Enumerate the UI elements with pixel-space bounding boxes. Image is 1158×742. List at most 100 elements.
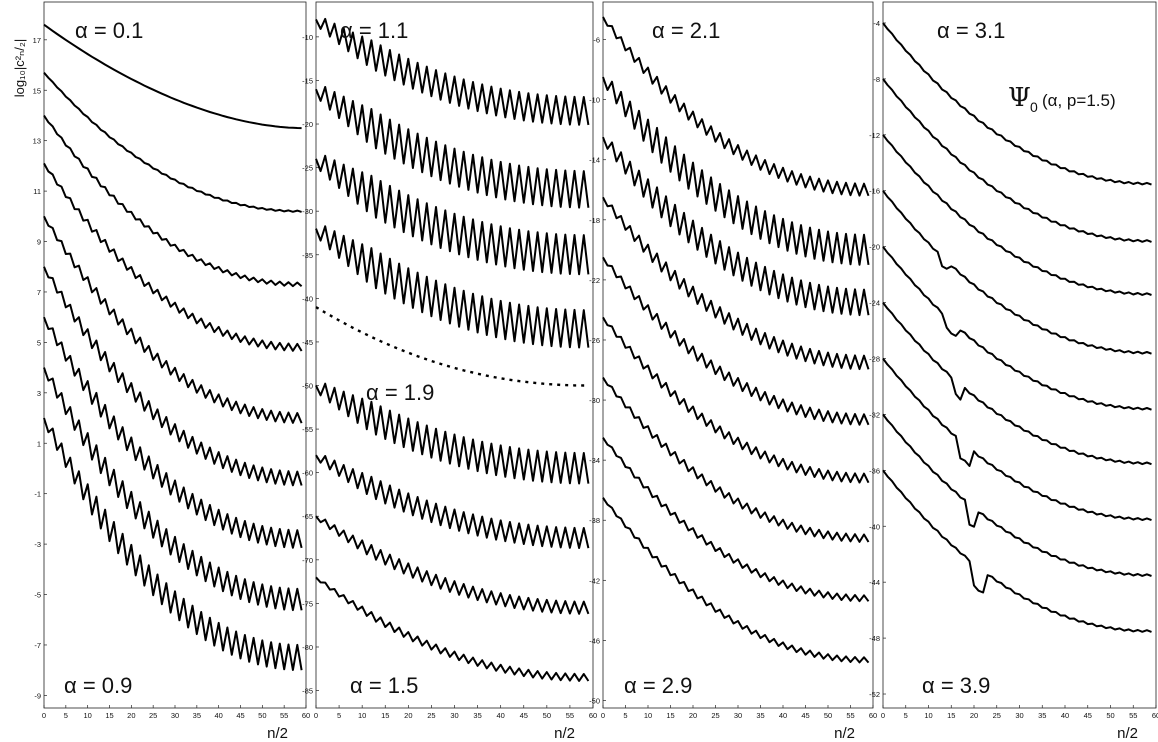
x-tick-label: 50 — [824, 711, 832, 720]
alpha-label: α = 0.1 — [75, 18, 143, 43]
y-tick-label: -40 — [302, 294, 313, 303]
series-line-alpha-1-4 — [315, 225, 590, 349]
x-tick-label: 10 — [83, 711, 91, 720]
x-tick-label: 40 — [496, 711, 504, 720]
series-line-alpha-1-8 — [315, 515, 590, 615]
series-line-alpha-0-1 — [43, 23, 302, 130]
y-tick-label: -65 — [302, 512, 313, 521]
psi-symbol: Ψ — [1008, 83, 1031, 113]
y-tick-label: -10 — [302, 33, 313, 42]
x-tick-label: 15 — [381, 711, 389, 720]
x-tick-label: 10 — [924, 711, 932, 720]
x-tick-label: 20 — [970, 711, 978, 720]
x-tick-label: 5 — [64, 711, 68, 720]
alpha-label: α = 1.5 — [350, 673, 418, 698]
series-line-alpha-2-4 — [602, 196, 870, 371]
y-tick-label: -4 — [873, 19, 880, 28]
x-tick-label: 25 — [427, 711, 435, 720]
y-tick-label: -25 — [302, 164, 313, 173]
x-tick-label: 55 — [1129, 711, 1137, 720]
y-tick-label: -75 — [302, 599, 313, 608]
alpha-label: α = 0.9 — [64, 673, 132, 698]
y-tick-label: -26 — [589, 336, 600, 345]
y-tick-label: -20 — [302, 120, 313, 129]
series-line-alpha-0-4 — [43, 162, 303, 352]
y-tick-label: -1 — [34, 490, 41, 499]
x-tick-label: 60 — [589, 711, 597, 720]
y-tick-label: 17 — [33, 36, 41, 45]
y-tick-label: -18 — [589, 216, 600, 225]
series-line-alpha-2-1 — [602, 16, 870, 197]
x-tick-label: 45 — [1084, 711, 1092, 720]
y-tick-label: -28 — [869, 354, 880, 363]
y-tick-label: 1 — [37, 439, 41, 448]
series-line-alpha-3-9 — [882, 469, 1152, 633]
series-line-alpha-2-6 — [602, 316, 870, 484]
x-tick-label: 60 — [302, 711, 310, 720]
x-tick-label: 0 — [601, 711, 605, 720]
y-tick-label: -7 — [34, 641, 41, 650]
series-line-alpha-2-3 — [602, 136, 870, 317]
series-line-alpha-3-3 — [882, 134, 1152, 296]
x-tick-label: 25 — [993, 711, 1001, 720]
x-tick-label: 20 — [127, 711, 135, 720]
series-line-alpha-0-6 — [43, 266, 303, 487]
x-tick-label: 40 — [1061, 711, 1069, 720]
alpha-label: α = 2.1 — [652, 18, 720, 43]
x-tick-label: 50 — [258, 711, 266, 720]
y-tick-label: -40 — [869, 522, 880, 531]
panel-4: -4 -8 -12 -16 -20 -24 -28 -32 -36 -40 -44 -48 -52 0 5 1… — [869, 1, 1158, 742]
y-tick-label: -16 — [869, 187, 880, 196]
x-tick-label: 55 — [846, 711, 854, 720]
x-tick-label: 45 — [801, 711, 809, 720]
y-tick-label: -12 — [869, 131, 880, 140]
x-tick-label: 20 — [404, 711, 412, 720]
series-line-alpha-2-5 — [602, 256, 870, 426]
panel-frame — [602, 1, 874, 709]
series-line-alpha-1-5 — [315, 306, 589, 387]
y-tick-label: 9 — [37, 238, 41, 247]
x-tick-label: 0 — [314, 711, 318, 720]
x-tick-label: 40 — [779, 711, 787, 720]
y-tick-label: -60 — [302, 469, 313, 478]
alpha-label: α = 1.9 — [366, 380, 434, 405]
x-tick-label: 0 — [881, 711, 885, 720]
y-tick-label: -42 — [589, 576, 600, 585]
x-tick-label: 15 — [105, 711, 113, 720]
panels: 17 15 13 11 9 7 5 3 1 -1 -3 -5 -7 -9 0 5 10 15 20 25 30 35 40 4… — [33, 1, 1158, 742]
series-line-alpha-1-9 — [315, 576, 590, 682]
series-line-alpha-3-8 — [882, 413, 1152, 577]
psi-arguments: (α, p=1.5) — [1042, 91, 1116, 110]
y-tick-label: -55 — [302, 425, 313, 434]
y-tick-label: -5 — [34, 591, 41, 600]
x-tick-label: 10 — [644, 711, 652, 720]
series-line-alpha-1-7 — [315, 454, 590, 549]
series-line-alpha-1-3 — [315, 154, 590, 276]
x-tick-label: 45 — [236, 711, 244, 720]
y-tick-label: -20 — [869, 243, 880, 252]
y-tick-label: -80 — [302, 643, 313, 652]
series-line-alpha-2-9 — [602, 497, 870, 664]
y-tick-label: -85 — [302, 687, 313, 696]
x-tick-label: 50 — [543, 711, 551, 720]
y-tick-label: -38 — [589, 516, 600, 525]
series-line-alpha-0-8 — [43, 367, 303, 612]
y-tick-label: -52 — [869, 690, 880, 699]
series-line-alpha-3-2 — [882, 78, 1152, 243]
x-tick-label: 35 — [1038, 711, 1046, 720]
series-line-alpha-0-9 — [43, 417, 303, 671]
y-tick-label: -44 — [869, 578, 880, 587]
panel-1: 17 15 13 11 9 7 5 3 1 -1 -3 -5 -7 -9 0 5 10 15 20 25 30 35 40 4… — [33, 1, 310, 742]
x-tick-label: 10 — [358, 711, 366, 720]
alpha-label: α = 3.1 — [937, 18, 1005, 43]
x-tick-label: 15 — [947, 711, 955, 720]
x-tick-label: 5 — [623, 711, 627, 720]
x-tick-label: 25 — [149, 711, 157, 720]
y-tick-label: 11 — [33, 187, 41, 196]
x-tick-label: 35 — [756, 711, 764, 720]
y-tick-label: 13 — [33, 137, 41, 146]
y-tick-label: -30 — [302, 207, 313, 216]
alpha-label: α = 3.9 — [922, 673, 990, 698]
y-tick-label: 5 — [37, 338, 41, 347]
